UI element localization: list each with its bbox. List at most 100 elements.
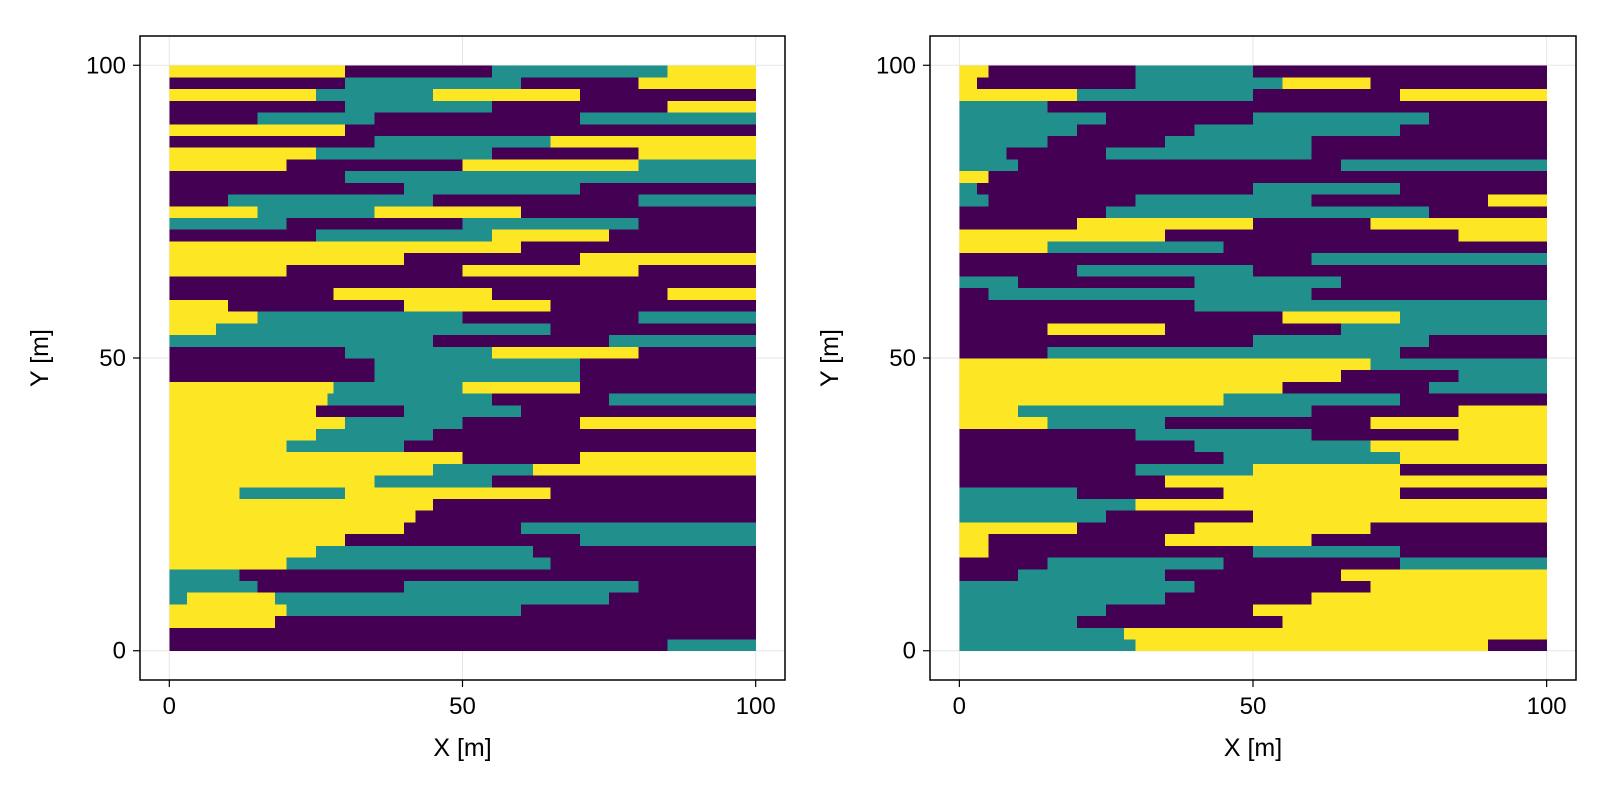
heatmap-cell [1341,510,1548,523]
heatmap-cell [169,123,200,137]
heatmap-cell [1399,311,1548,324]
heatmap-cell [1194,276,1342,289]
heatmap-cell [521,76,639,90]
heatmap-cell [1164,615,1283,628]
heatmap-cell [550,557,757,570]
x-tick-label: 0 [953,693,966,720]
heatmap-cell [227,194,434,207]
y-axis-label: Y [m] [26,329,54,387]
heatmap-cell [1282,76,1371,90]
heatmap-cell [345,416,463,429]
heatmap-cell [550,299,757,312]
heatmap-cell [1399,475,1548,488]
heatmap-cell [579,369,757,382]
heatmap-cell [638,428,757,441]
heatmap-cell [959,451,1078,464]
heatmap-cell [462,311,639,324]
chart-panel-2: 0 50 100 0 50 100 X [m] Y [m] [816,35,1577,762]
y-tick-label: 100 [86,52,126,79]
heatmap-cell [1164,416,1371,429]
heatmap-cell [1135,358,1371,371]
x-tick-label: 50 [449,693,476,720]
heatmap-cell [1253,65,1371,78]
heatmap-cell [959,498,1137,511]
heatmap-cell [257,205,376,218]
heatmap-cell [315,147,493,160]
heatmap-cell [959,627,1125,640]
heatmap-cell [345,346,493,359]
heatmap-cell [1253,264,1401,277]
heatmap-cell [415,510,686,523]
heatmap-cell [521,404,757,418]
heatmap-cell [1106,369,1342,382]
x-tick-label: 0 [163,693,176,720]
heatmap-cell [1253,510,1342,523]
heatmap-cell [169,568,241,581]
heatmap-cell [1311,498,1548,511]
heatmap-cell [959,252,1137,265]
heatmap-cell [491,568,757,581]
heatmap-cell [1399,451,1548,464]
heatmap-cell [169,147,317,160]
heatmap-cell [1311,287,1548,300]
heatmap-cell [1076,88,1254,101]
heatmap-cell [959,533,990,546]
heatmap-cell [327,393,493,406]
heatmap-cell [1135,428,1313,441]
heatmap-cell [988,463,1137,476]
heatmap-cell [1164,592,1313,605]
heatmap-cell [315,404,405,418]
heatmap-cell [403,182,581,195]
heatmap-cell [1194,346,1401,359]
heatmap-cell [1106,182,1254,195]
heatmap-cell [579,252,757,265]
heatmap-cell [959,135,1048,148]
heatmap-cell [532,545,757,558]
heatmap-cell [988,428,1137,441]
heatmap-cell [959,404,1019,418]
heatmap-cell [638,311,757,324]
heatmap-cell [1311,252,1460,265]
heatmap-cell [491,287,669,300]
heatmap-cell [959,369,1107,382]
y-axis-label: Y [m] [816,329,844,387]
heatmap-cell [169,287,334,300]
heatmap-cell [1106,603,1254,617]
heatmap-cell [959,147,1007,160]
heatmap-cell [433,463,534,476]
heatmap-cell [1164,135,1313,148]
heatmap-cell [1341,158,1548,172]
heatmap-cell [1076,451,1225,464]
y-tick-label: 0 [903,638,916,665]
heatmap-cell [169,451,463,464]
heatmap-cell [1370,416,1548,429]
heatmap-cell [1076,486,1225,500]
heatmap-cell [169,205,258,218]
heatmap-cell [433,498,551,511]
heatmap-cell [976,182,1107,195]
heatmap-cell [521,170,757,183]
heatmap-cell [609,592,757,605]
heatmap-cell [1458,533,1548,546]
heatmap-cells [169,65,757,652]
heatmap-cell [1194,439,1371,453]
heatmap-cell [403,521,522,535]
heatmap-cell [579,123,757,137]
heatmap-cell [1194,299,1371,312]
heatmap-cell [1135,170,1313,183]
heatmap-cell [491,147,639,160]
heatmap-cells [959,65,1548,652]
heatmap-cell [1123,627,1342,640]
heatmap-cell [1370,521,1548,535]
heatmap-cell [286,217,463,230]
heatmap-cell [403,580,639,593]
heatmap-cell [579,112,757,125]
heatmap-cell [169,311,258,324]
heatmap-cell [315,545,534,558]
heatmap-cell [1135,463,1254,476]
heatmap-cell [959,475,1019,488]
heatmap-cell [1223,486,1401,500]
heatmap-cell [169,416,346,429]
heatmap-cell [169,639,669,652]
